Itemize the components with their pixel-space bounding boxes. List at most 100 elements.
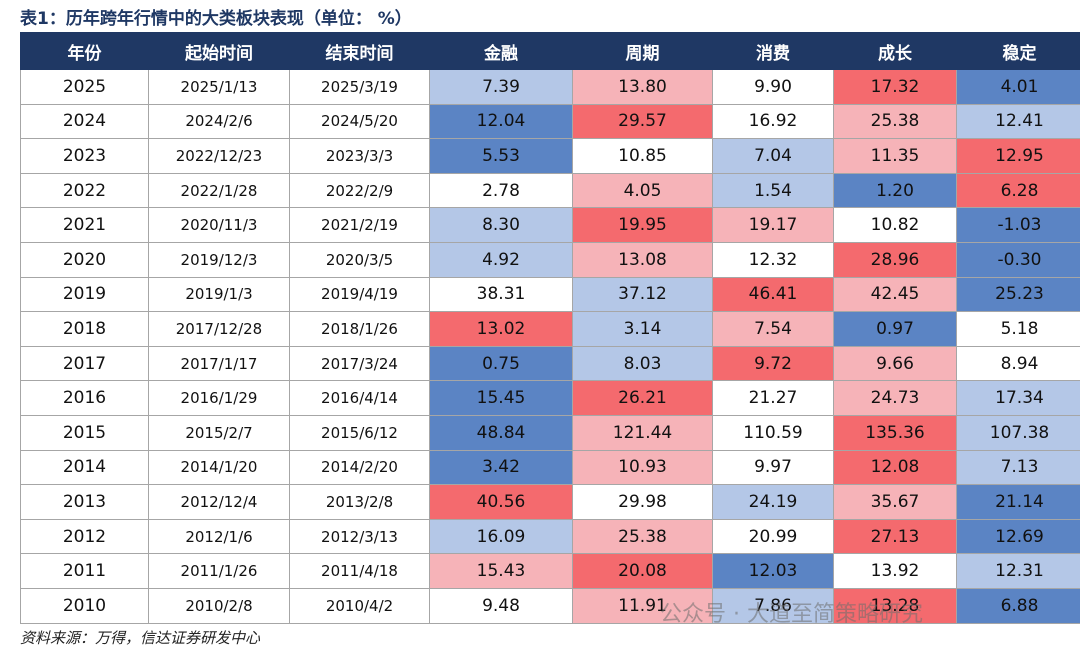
- table-row: 2017 2017/1/17 2017/3/24 0.75 8.03 9.72 9.66 8.…: [20, 345, 1080, 382]
- table-cell: 20.08: [572, 553, 713, 589]
- header-cell: 年份: [20, 32, 149, 70]
- table-cell: 3.42: [429, 449, 573, 486]
- table-cell: 2017/1/17: [148, 345, 290, 382]
- table-cell: 2014/2/20: [289, 449, 430, 486]
- table-row: 2024 2024/2/6 2024/5/20 12.04 29.57 16.92 25.3…: [20, 103, 1080, 140]
- table-cell: 25.23: [956, 276, 1080, 313]
- table-cell: 20.99: [712, 518, 834, 555]
- table-cell: 2010/2/8: [148, 587, 290, 624]
- table-cell: 11.35: [833, 138, 957, 174]
- table-cell: 13.08: [572, 241, 713, 278]
- header-cell: 成长: [833, 32, 957, 70]
- table-cell: 5.53: [429, 138, 573, 174]
- table-cell: 6.88: [956, 587, 1080, 624]
- table-cell: 26.21: [572, 380, 713, 416]
- table-cell: 2021/2/19: [289, 207, 430, 243]
- table-cell: 0.75: [429, 345, 573, 382]
- table-cell: 2025/3/19: [289, 69, 430, 105]
- table-cell: 107.38: [956, 414, 1080, 451]
- table-row: 2018 2017/12/28 2018/1/26 13.02 3.14 7.54 0.97…: [20, 311, 1080, 347]
- table-cell: 9.97: [712, 449, 834, 486]
- table-cell: 8.94: [956, 345, 1080, 382]
- table-cell: 7.86: [712, 587, 834, 624]
- table-cell: 27.13: [833, 518, 957, 555]
- table-cell: 2012/3/13: [289, 518, 430, 555]
- table-cell: 10.93: [572, 449, 713, 486]
- table-cell: 13.28: [833, 587, 957, 624]
- table-cell: 0.97: [833, 311, 957, 347]
- source-note: 资料来源：万得，信达证券研发中心: [20, 629, 261, 647]
- table-cell: 4.92: [429, 241, 573, 278]
- table-cell: 21.14: [956, 484, 1080, 520]
- table-cell: 9.48: [429, 587, 573, 624]
- table-cell: 110.59: [712, 414, 834, 451]
- table-cell: -0.30: [956, 241, 1080, 278]
- table-row: 2010 2010/2/8 2010/4/2 9.48 11.91 7.86 13.28 6.…: [20, 587, 1080, 624]
- table-cell: 2024/2/6: [148, 103, 290, 140]
- table-cell: 46.41: [712, 276, 834, 313]
- table-cell: 2025/1/13: [148, 69, 290, 105]
- table-cell: 1.54: [712, 172, 834, 209]
- table-cell: 2011/1/26: [148, 553, 290, 589]
- table-row: 2025 2025/1/13 2025/3/19 7.39 13.80 9.90 17.32…: [20, 69, 1080, 105]
- table: 年份 起始时间 结束时间 金融 周期 消费 成长 稳定 2025 2025/1/13 2025/3/…: [20, 32, 1080, 624]
- table-cell: 2019/4/19: [289, 276, 430, 313]
- table-cell: 9.72: [712, 345, 834, 382]
- header-cell: 周期: [572, 32, 713, 70]
- table-cell: 8.03: [572, 345, 713, 382]
- table-cell: 2024/5/20: [289, 103, 430, 140]
- table-row: 2020 2019/12/3 2020/3/5 4.92 13.08 12.32 28.96…: [20, 241, 1080, 278]
- table-body: 2025 2025/1/13 2025/3/19 7.39 13.80 9.90 17.32…: [20, 69, 1080, 624]
- table-cell: 24.73: [833, 380, 957, 416]
- table-cell: 2018: [20, 311, 149, 347]
- table-cell: 2013: [20, 484, 149, 520]
- table-cell: 4.01: [956, 69, 1080, 105]
- table-cell: 2023: [20, 138, 149, 174]
- table-cell: 2022: [20, 172, 149, 209]
- table-cell: 12.31: [956, 553, 1080, 589]
- table-cell: 2013/2/8: [289, 484, 430, 520]
- table-cell: 2.78: [429, 172, 573, 209]
- table-cell: 25.38: [833, 103, 957, 140]
- table-cell: 13.80: [572, 69, 713, 105]
- table-cell: 2023/3/3: [289, 138, 430, 174]
- table-cell: 2020/11/3: [148, 207, 290, 243]
- table-cell: 2022/2/9: [289, 172, 430, 209]
- table-cell: 13.02: [429, 311, 573, 347]
- table-cell: 12.03: [712, 553, 834, 589]
- table-cell: -1.03: [956, 207, 1080, 243]
- table-row: 2012 2012/1/6 2012/3/13 16.09 25.38 20.99 27.1…: [20, 518, 1080, 555]
- table-cell: 12.95: [956, 138, 1080, 174]
- table-cell: 15.45: [429, 380, 573, 416]
- table-cell: 40.56: [429, 484, 573, 520]
- table-row: 2023 2022/12/23 2023/3/3 5.53 10.85 7.04 11.35…: [20, 138, 1080, 174]
- table-cell: 19.17: [712, 207, 834, 243]
- table-cell: 2015/2/7: [148, 414, 290, 451]
- table-cell: 2016/4/14: [289, 380, 430, 416]
- table-cell: 12.04: [429, 103, 573, 140]
- table-cell: 2019: [20, 276, 149, 313]
- table-cell: 28.96: [833, 241, 957, 278]
- table-cell: 17.32: [833, 69, 957, 105]
- table-cell: 9.90: [712, 69, 834, 105]
- table-cell: 24.19: [712, 484, 834, 520]
- header-cell: 金融: [429, 32, 573, 70]
- table-cell: 2022/12/23: [148, 138, 290, 174]
- table-cell: 7.13: [956, 449, 1080, 486]
- table-row: 2015 2015/2/7 2015/6/12 48.84 121.44 110.59 13…: [20, 414, 1080, 451]
- header-cell: 起始时间: [148, 32, 290, 70]
- table-row: 2019 2019/1/3 2019/4/19 38.31 37.12 46.41 42.4…: [20, 276, 1080, 313]
- watermark: 公众号 · 大道至简策略研究: [660, 602, 923, 627]
- table-cell: 2011/4/18: [289, 553, 430, 589]
- table-cell: 2018/1/26: [289, 311, 430, 347]
- table-cell: 12.41: [956, 103, 1080, 140]
- table-cell: 29.57: [572, 103, 713, 140]
- table-row: 2013 2012/12/4 2013/2/8 40.56 29.98 24.19 35.6…: [20, 484, 1080, 520]
- table-row: 2011 2011/1/26 2011/4/18 15.43 20.08 12.03 13.…: [20, 553, 1080, 589]
- table-cell: 9.66: [833, 345, 957, 382]
- table-cell: 2016: [20, 380, 149, 416]
- table-row: 2014 2014/1/20 2014/2/20 3.42 10.93 9.97 12.08…: [20, 449, 1080, 486]
- table-cell: 7.54: [712, 311, 834, 347]
- table-cell: 2025: [20, 69, 149, 105]
- table-cell: 16.09: [429, 518, 573, 555]
